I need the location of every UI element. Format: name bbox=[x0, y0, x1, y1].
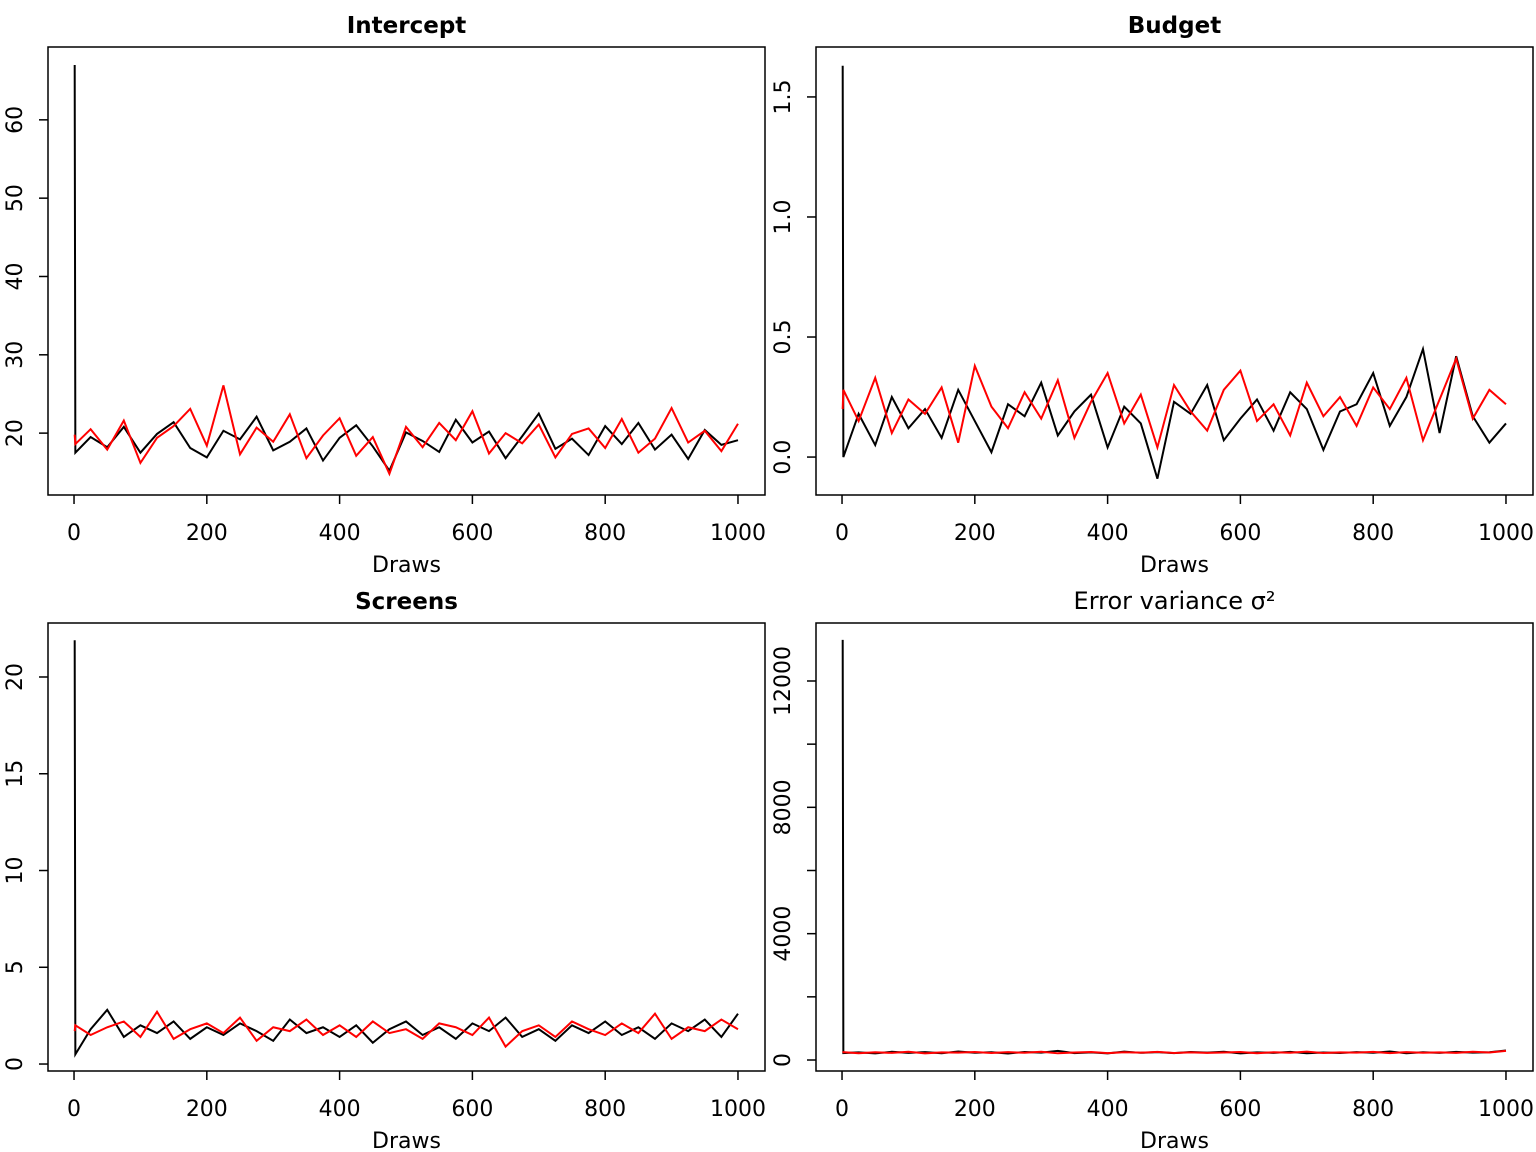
trace-line bbox=[841, 639, 1507, 1055]
trace-line bbox=[73, 385, 739, 477]
y-tick-label: 0.5 bbox=[771, 320, 796, 355]
trace-line bbox=[73, 65, 739, 473]
y-tick-label: 15 bbox=[3, 760, 28, 788]
y-tick-label: 12000 bbox=[771, 646, 796, 716]
y-tick-label: 30 bbox=[3, 341, 28, 369]
panel-title: Intercept bbox=[347, 13, 467, 39]
x-tick-label: 1000 bbox=[710, 1097, 766, 1122]
x-tick-label: 800 bbox=[1352, 521, 1394, 546]
y-tick-label: 0 bbox=[771, 1053, 796, 1067]
x-axis-label: Draws bbox=[372, 553, 441, 578]
trace-line bbox=[841, 1049, 1507, 1055]
y-tick-label: 20 bbox=[3, 419, 28, 447]
x-tick-label: 400 bbox=[1087, 1097, 1129, 1122]
panel: Budget Draws 0 200 400 600 800 1000 0.0 0.5 1.0 1.5 bbox=[771, 13, 1534, 578]
y-tick-label: 20 bbox=[3, 663, 28, 691]
y-tick-label: 5 bbox=[3, 960, 28, 974]
x-axis-label: Draws bbox=[1140, 1129, 1209, 1152]
x-tick-label: 800 bbox=[584, 521, 626, 546]
panel: Error variance σ² Draws 0 200 400 600 800 1000 0… bbox=[771, 587, 1534, 1152]
x-tick-label: 400 bbox=[1087, 521, 1129, 546]
panel: Screens Draws 0 200 400 600 800 1000 0 5 10 15 20 bbox=[3, 589, 766, 1152]
y-tick-label: 40 bbox=[3, 262, 28, 290]
x-tick-label: 800 bbox=[1352, 1097, 1394, 1122]
panel-title: Error variance σ² bbox=[1074, 587, 1276, 615]
y-tick-label: 1.5 bbox=[771, 79, 796, 114]
x-tick-label: 200 bbox=[954, 1097, 996, 1122]
trace-line bbox=[841, 65, 1507, 479]
panel-title: Budget bbox=[1128, 13, 1221, 39]
panel: Intercept Draws 0 200 400 600 800 1000 20 30 40 50 6… bbox=[3, 13, 766, 578]
plot-frame bbox=[47, 622, 766, 1072]
x-tick-label: 1000 bbox=[710, 521, 766, 546]
x-tick-label: 200 bbox=[954, 521, 996, 546]
x-axis-label: Draws bbox=[372, 1129, 441, 1152]
y-tick-label: 0.0 bbox=[771, 440, 796, 475]
x-tick-label: 1000 bbox=[1478, 1097, 1534, 1122]
y-tick-label: 8000 bbox=[771, 779, 796, 835]
plot-frame bbox=[815, 46, 1534, 496]
x-tick-label: 800 bbox=[584, 1097, 626, 1122]
x-tick-label: 0 bbox=[67, 1097, 81, 1122]
y-tick-label: 60 bbox=[3, 106, 28, 134]
y-tick-label: 50 bbox=[3, 184, 28, 212]
x-tick-label: 0 bbox=[67, 521, 81, 546]
x-tick-label: 600 bbox=[451, 1097, 493, 1122]
trace-line bbox=[841, 355, 1507, 452]
x-tick-label: 400 bbox=[319, 521, 361, 546]
x-tick-label: 600 bbox=[1219, 1097, 1261, 1122]
x-tick-label: 200 bbox=[186, 521, 228, 546]
x-axis-label: Draws bbox=[1140, 553, 1209, 578]
y-tick-label: 4000 bbox=[771, 906, 796, 962]
x-tick-label: 1000 bbox=[1478, 521, 1534, 546]
y-tick-label: 10 bbox=[3, 857, 28, 885]
y-tick-label: 1.0 bbox=[771, 199, 796, 234]
x-tick-label: 400 bbox=[319, 1097, 361, 1122]
plot-frame bbox=[815, 622, 1534, 1072]
x-tick-label: 600 bbox=[451, 521, 493, 546]
panel-title: Screens bbox=[355, 589, 458, 615]
trace-line bbox=[73, 1009, 739, 1049]
trace-line bbox=[73, 640, 739, 1058]
x-tick-label: 600 bbox=[1219, 521, 1261, 546]
x-tick-label: 0 bbox=[835, 1097, 849, 1122]
x-tick-label: 0 bbox=[835, 521, 849, 546]
y-tick-label: 0 bbox=[3, 1057, 28, 1071]
x-tick-label: 200 bbox=[186, 1097, 228, 1122]
plot-frame bbox=[47, 46, 766, 496]
